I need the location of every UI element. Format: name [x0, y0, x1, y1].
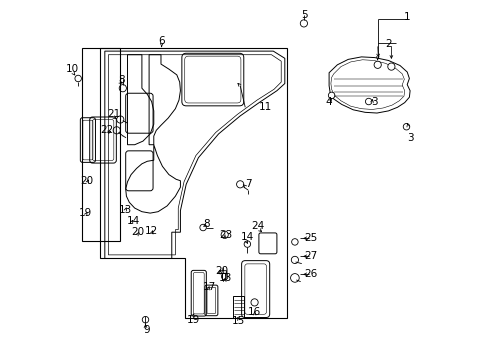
- Text: 14: 14: [240, 232, 253, 242]
- Text: 3: 3: [406, 132, 412, 143]
- Text: 7: 7: [244, 179, 251, 189]
- Text: 27: 27: [304, 251, 317, 261]
- Text: 24: 24: [251, 221, 264, 231]
- Text: 5: 5: [301, 10, 307, 20]
- Text: 18: 18: [219, 273, 232, 283]
- Text: 23: 23: [219, 230, 232, 240]
- Text: 9: 9: [143, 325, 150, 336]
- Text: 3: 3: [371, 96, 377, 107]
- Text: 12: 12: [145, 226, 158, 236]
- Text: 20: 20: [131, 227, 144, 237]
- Text: 11: 11: [258, 102, 271, 112]
- Circle shape: [403, 123, 409, 130]
- Text: 16: 16: [247, 307, 261, 318]
- Circle shape: [328, 92, 334, 99]
- Text: 6: 6: [158, 36, 164, 46]
- Text: 15: 15: [231, 316, 244, 326]
- Text: 25: 25: [304, 233, 317, 243]
- Text: 22: 22: [100, 125, 113, 135]
- Text: 10: 10: [66, 64, 79, 74]
- Text: 8: 8: [118, 75, 124, 85]
- Text: 14: 14: [127, 216, 140, 226]
- Text: 20: 20: [80, 176, 93, 186]
- Text: 8: 8: [203, 219, 209, 229]
- Text: 1: 1: [403, 12, 410, 22]
- Circle shape: [373, 61, 381, 68]
- Text: 4: 4: [325, 96, 332, 107]
- Text: 20: 20: [215, 266, 228, 276]
- Text: 26: 26: [304, 269, 317, 279]
- Text: 19: 19: [186, 315, 200, 325]
- Text: 13: 13: [119, 204, 132, 215]
- Text: 2: 2: [385, 39, 391, 49]
- Circle shape: [365, 98, 371, 105]
- Circle shape: [387, 63, 394, 70]
- Text: 17: 17: [202, 282, 215, 292]
- Text: 19: 19: [79, 208, 92, 218]
- Text: 21: 21: [107, 109, 121, 120]
